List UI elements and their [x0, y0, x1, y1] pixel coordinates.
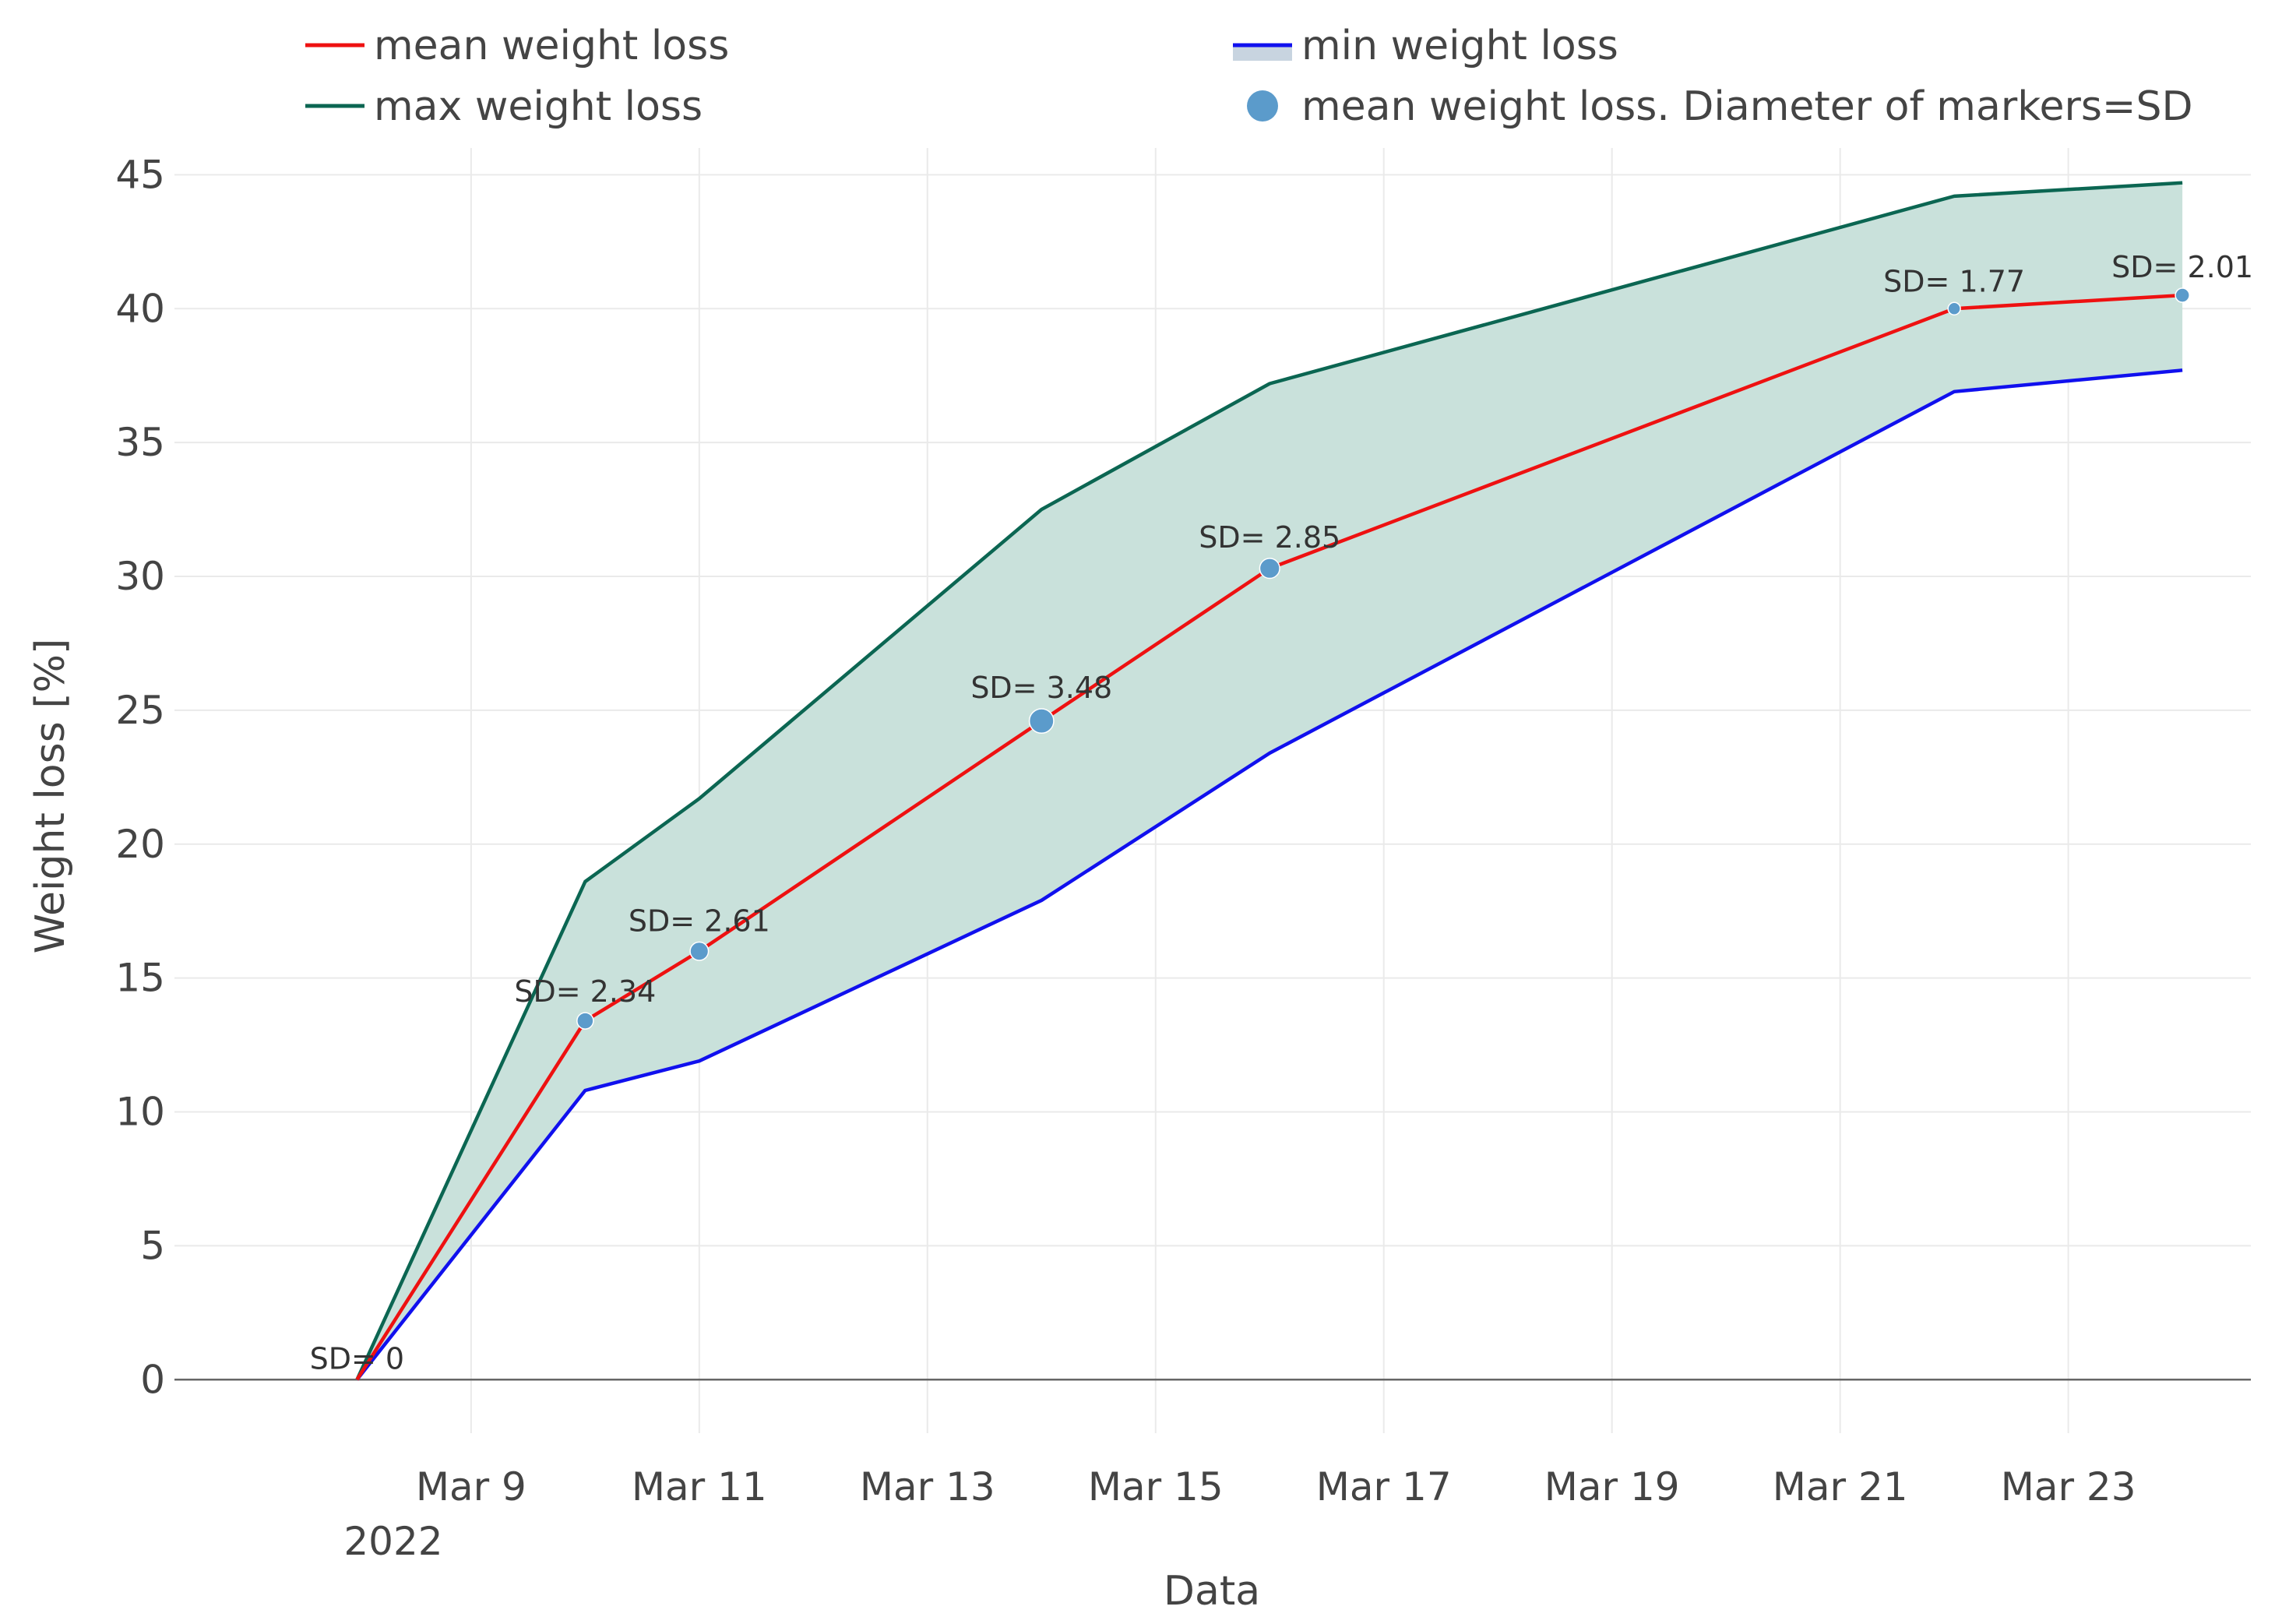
max-weight-loss-line: [355, 181, 2183, 1381]
y-tick-label: 35: [115, 420, 165, 465]
y-tick-label: 45: [115, 152, 165, 197]
y-tick-label: 5: [140, 1223, 165, 1268]
x-tick-label: Mar 15: [1088, 1464, 1224, 1510]
x-tick-label: Mar 23: [2001, 1464, 2136, 1510]
x-tick-label: Mar 9: [416, 1464, 526, 1510]
sd-marker: [1947, 301, 1961, 315]
sd-label: SD= 2.85: [1199, 520, 1340, 555]
y-axis-title: Weight loss [%]: [27, 639, 74, 954]
y-tick-label: 25: [115, 688, 165, 733]
sd-marker: [2175, 287, 2190, 303]
sd-label: SD= 3.48: [970, 671, 1112, 705]
min-weight-loss-line: [355, 368, 2183, 1381]
legend-mean-label: mean weight loss: [374, 23, 729, 69]
x-tick-label: Mar 21: [1773, 1464, 1908, 1510]
label-layer: SD= 0 SD= 2.34 SD= 2.61 SD= 3.48 SD= 2.85 SD=…: [310, 250, 2253, 1376]
y-tick-label: 30: [115, 554, 165, 599]
x-tick-label: Mar 17: [1316, 1464, 1452, 1510]
y-tick-label: 0: [140, 1357, 165, 1402]
sd-label: SD= 2.01: [2111, 250, 2253, 284]
legend: mean weight loss min weight loss max weigh…: [305, 23, 2193, 130]
axis-layer: Data Weight loss [%] 2022 Mar 9 Mar 11 Mar…: [27, 152, 2136, 1615]
x-year-label: 2022: [343, 1519, 442, 1564]
x-tick-label: Mar 19: [1544, 1464, 1680, 1510]
sd-marker: [1028, 708, 1055, 734]
sd-marker: [689, 941, 710, 961]
y-tick-label: 40: [115, 286, 165, 331]
y-tick-label: 10: [115, 1090, 165, 1135]
min-max-fill-band: [357, 182, 2183, 1380]
sd-marker: [576, 1012, 594, 1030]
legend-marker-swatch: [1247, 90, 1278, 122]
legend-markers-label: mean weight loss. Diameter of markers=SD: [1301, 83, 2193, 130]
sd-label: SD= 2.61: [629, 904, 770, 939]
x-axis-title: Data: [1164, 1568, 1260, 1615]
x-tick-label: Mar 11: [632, 1464, 767, 1510]
legend-min-label: min weight loss: [1301, 23, 1618, 69]
fill-layer: [357, 182, 2183, 1380]
sd-marker: [1259, 558, 1280, 579]
marker-layer: [576, 287, 2190, 1030]
sd-label: SD= 1.77: [1883, 264, 2025, 298]
y-tick-label: 15: [115, 956, 165, 1001]
x-tick-label: Mar 13: [860, 1464, 995, 1510]
sd-label: SD= 2.34: [514, 974, 656, 1009]
sd-label: SD= 0: [310, 1341, 404, 1376]
y-tick-label: 20: [115, 822, 165, 867]
legend-max-label: max weight loss: [374, 83, 703, 130]
legend-band-swatch: [1233, 44, 1292, 61]
